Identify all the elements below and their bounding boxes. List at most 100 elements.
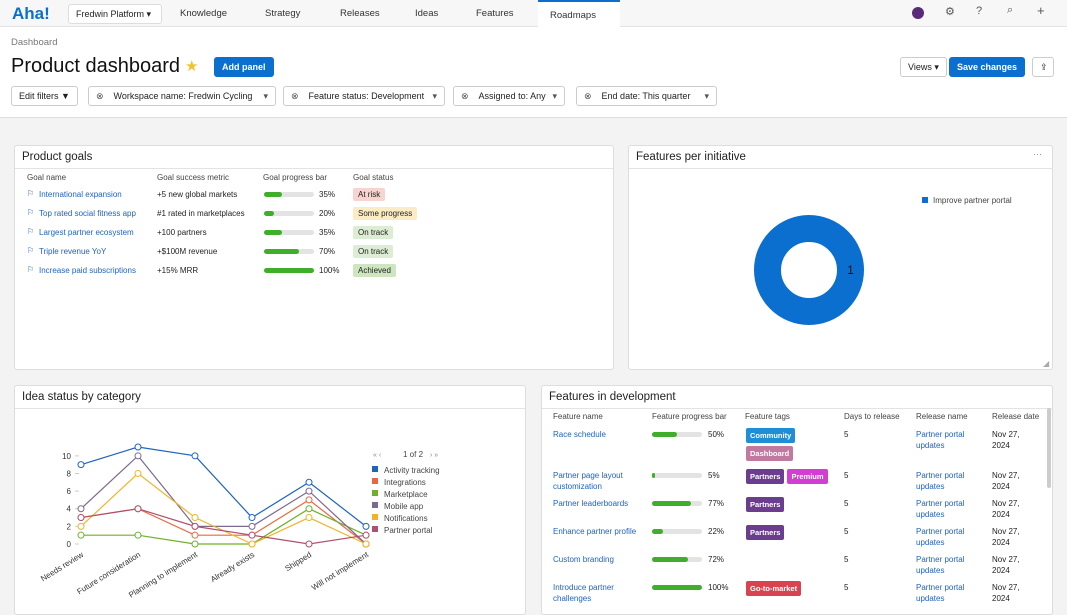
filter[interactable]: ⊗ Assigned to: Any ▾ <box>453 86 565 106</box>
product-goals-panel: Product goals Goal name Goal success metr… <box>14 145 614 370</box>
column-header: Feature name <box>553 412 603 421</box>
release-name[interactable]: Partner portal updates <box>916 583 965 603</box>
nav-item[interactable]: Strategy <box>265 8 301 19</box>
feature-tags: Partners <box>746 525 841 543</box>
goal-name[interactable]: Triple revenue YoY <box>39 247 107 256</box>
progress-label: 22% <box>708 527 725 536</box>
favorite-star[interactable]: ★ <box>185 58 199 75</box>
feature-name[interactable]: Enhance partner profile <box>553 527 637 536</box>
tag[interactable]: Go-to-market <box>746 581 802 596</box>
workspace-select[interactable]: Fredwin Platform ▾ <box>68 4 162 24</box>
release-date: Nov 27, 2024 <box>992 471 1020 491</box>
feature-tags: Partners Premium <box>746 469 841 487</box>
filter[interactable]: ⊗ Workspace name: Fredwin Cycling ▾ <box>88 86 276 106</box>
tag[interactable]: Partners <box>746 469 785 484</box>
release-name[interactable]: Partner portal updates <box>916 471 965 491</box>
goal-name[interactable]: Largest partner ecosystem <box>39 228 134 237</box>
series-line <box>81 508 367 545</box>
nav-item[interactable]: Knowledge <box>180 8 228 19</box>
release-name[interactable]: Partner portal updates <box>916 430 965 450</box>
add-icon[interactable]: + <box>1037 3 1045 18</box>
views-label: Views <box>908 62 932 72</box>
data-point <box>305 514 313 522</box>
data-point <box>191 522 199 530</box>
panel-menu[interactable]: ··· <box>1033 149 1042 159</box>
progress-track <box>652 585 702 590</box>
legend-pager-prev: « ‹ <box>373 452 382 459</box>
feature-name[interactable]: Race schedule <box>553 430 606 439</box>
page-title: Product dashboard <box>11 55 181 77</box>
tag[interactable]: Dashboard <box>746 446 794 461</box>
breadcrumb[interactable]: Dashboard <box>11 37 58 48</box>
filter-remove[interactable]: ⊗ <box>96 90 104 101</box>
pie-chart: 1 Improve partner portal ◢ <box>754 196 1050 368</box>
progress-label: 50% <box>708 430 725 439</box>
column-header: Release date <box>992 412 1040 421</box>
settings-icon[interactable]: ⚙ <box>945 6 955 18</box>
progress-track <box>264 192 314 197</box>
nav-item[interactable]: Releases <box>340 8 380 19</box>
release-name[interactable]: Partner portal updates <box>916 499 965 519</box>
panel-title: Product goals <box>22 151 93 163</box>
data-point <box>248 531 256 539</box>
data-point <box>191 514 199 522</box>
avatar[interactable] <box>912 7 924 19</box>
goal-name[interactable]: Increase paid subscriptions <box>39 266 136 275</box>
nav-item[interactable]: Features <box>476 8 514 19</box>
goal-name[interactable]: International expansion <box>39 190 122 199</box>
progress-track <box>264 249 314 254</box>
legend-label: Marketplace <box>384 490 428 499</box>
column-header: Days to release <box>844 412 900 421</box>
help-icon[interactable]: ? <box>976 5 983 17</box>
filter-remove[interactable]: ⊗ <box>461 90 469 101</box>
save-button[interactable]: Save changes <box>949 57 1026 77</box>
legend-pager-next: › » <box>430 452 438 459</box>
feature-tags: Partners <box>746 497 841 515</box>
filter-remove[interactable]: ⊗ <box>291 90 299 101</box>
tag[interactable]: Community <box>746 428 796 443</box>
feature-name[interactable]: Partner leaderboards <box>553 499 629 508</box>
progress-track <box>652 501 702 506</box>
days-to-release: 5 <box>844 555 849 564</box>
share-button[interactable]: ⇪ <box>1032 57 1054 77</box>
tag[interactable]: Premium <box>787 469 828 484</box>
logo[interactable]: Aha! <box>12 4 50 23</box>
data-point <box>248 514 256 522</box>
progress-fill <box>652 432 677 437</box>
progress-label: 72% <box>708 555 725 564</box>
filter[interactable]: ⊗ End date: This quarter ▾ <box>576 86 717 106</box>
y-tick-label: 2 <box>67 522 72 531</box>
nav-item[interactable]: Ideas <box>415 8 439 19</box>
tag[interactable]: Partners <box>746 525 785 540</box>
y-tick-label: 0 <box>67 540 72 549</box>
filter-remove[interactable]: ⊗ <box>584 90 592 101</box>
goal-flag: ⚐ <box>27 265 35 274</box>
progress-label: 5% <box>708 471 720 480</box>
search-icon[interactable]: ⌕ <box>1007 4 1014 16</box>
feature-name[interactable]: Introduce partner challenges <box>553 583 614 603</box>
scrollbar[interactable] <box>1047 408 1051 488</box>
tag[interactable]: Partners <box>746 497 785 512</box>
add-panel-button[interactable]: Add panel <box>214 57 274 77</box>
legend-pagination: 1 of 2 <box>403 450 424 459</box>
views-button[interactable]: Views ▾ <box>900 57 947 77</box>
release-date: Nov 27, 2024 <box>992 583 1020 603</box>
data-point <box>77 461 85 469</box>
feature-tags: Go-to-market <box>746 581 841 599</box>
feature-name[interactable]: Partner page layout customization <box>553 471 623 491</box>
goal-status: On track <box>353 245 394 258</box>
release-name[interactable]: Partner portal updates <box>916 527 965 547</box>
data-point <box>134 443 142 451</box>
column-header: Feature progress bar <box>652 412 727 421</box>
goal-flag: ⚐ <box>27 246 35 255</box>
edit-filters-label: Edit filters <box>19 91 59 101</box>
feature-name[interactable]: Custom branding <box>553 555 614 564</box>
column-header: Goal name <box>27 173 67 182</box>
nav-item[interactable]: Roadmaps <box>538 0 620 27</box>
progress-track <box>652 432 702 437</box>
goal-name[interactable]: Top rated social fitness app <box>39 209 136 218</box>
x-tick-label: Already exists <box>209 550 256 584</box>
edit-filters-button[interactable]: Edit filters ▼ <box>11 86 78 106</box>
release-name[interactable]: Partner portal updates <box>916 555 965 575</box>
filter[interactable]: ⊗ Feature status: Development ▾ <box>283 86 445 106</box>
